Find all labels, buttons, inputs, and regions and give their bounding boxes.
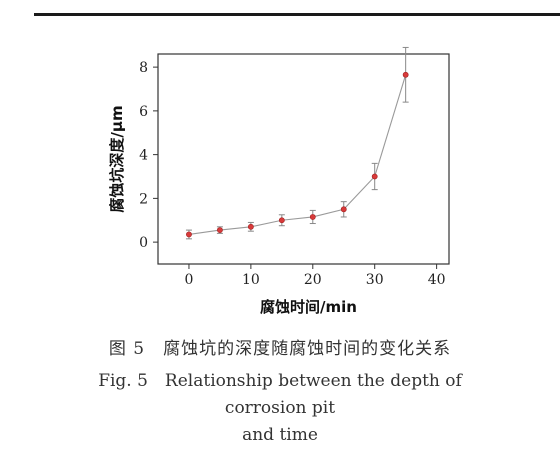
data-point [186,231,192,238]
caption-english: Fig. 5 Relationship between the depth of… [60,368,500,449]
data-point [217,227,223,233]
chart: 0 10 20 30 40 0 2 4 6 8 腐蚀时间/min 腐蚀坑深度/μm [108,46,450,316]
data-point [371,173,378,180]
caption-english-line1: Fig. 5 Relationship between the depth of… [98,371,462,418]
y-tick-label: 6 [139,104,148,120]
x-tick-label: 40 [428,272,446,288]
data-point [247,223,254,230]
y-tick-label: 4 [139,148,148,164]
x-tick-label: 30 [366,272,384,288]
data-point [402,71,409,78]
data-point [278,217,285,224]
y-tick-label: 8 [139,60,148,76]
series-line [188,74,407,236]
y-tick-label: 0 [139,235,148,251]
x-tick-label: 0 [184,272,193,288]
x-tick-label: 10 [242,272,260,288]
x-tick-label: 20 [304,272,322,288]
y-axis-title: 腐蚀坑深度/μm [108,105,126,212]
data-point [340,206,347,213]
caption-chinese: 图 5 腐蚀坑的深度随腐蚀时间的变化关系 [108,339,452,359]
x-axis-title: 腐蚀时间/min [260,298,357,316]
y-tick-label: 2 [139,191,148,207]
top-rule [34,13,560,16]
caption-english-line2: and time [242,425,318,445]
plot-frame [157,53,450,265]
data-point [309,214,316,220]
